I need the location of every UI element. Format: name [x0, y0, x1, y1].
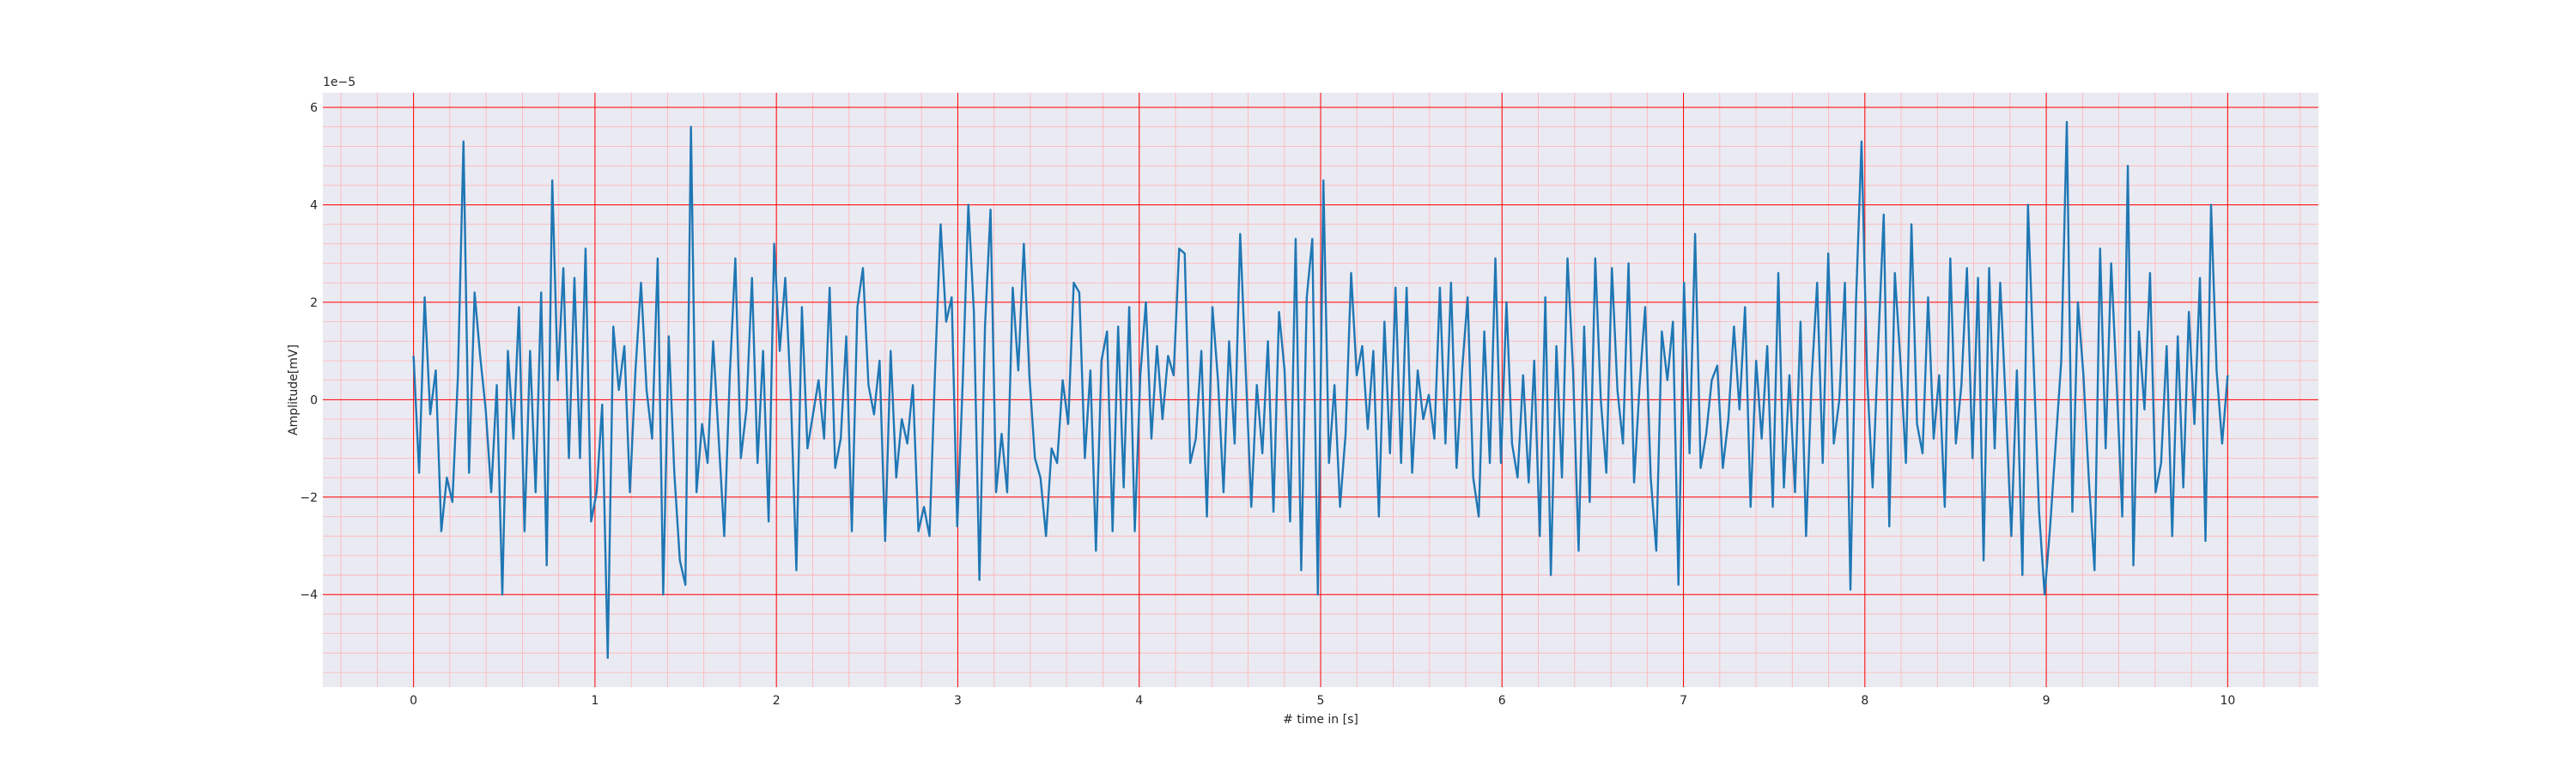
x-tick-label: 10 — [2220, 694, 2235, 708]
y-offset-text: 1e−5 — [323, 76, 355, 89]
x-tick-label: 1 — [591, 694, 598, 708]
x-tick-label: 5 — [1317, 694, 1325, 708]
x-tick-labels: 0 1 2 3 4 5 6 7 8 9 10 — [410, 694, 2235, 708]
x-axis-label: # time in [s] — [1283, 713, 1358, 727]
y-tick-label: 0 — [310, 393, 318, 407]
x-tick-label: 2 — [773, 694, 781, 708]
x-tick-label: 8 — [1861, 694, 1868, 708]
major-grid — [323, 93, 2318, 687]
x-tick-label: 9 — [2043, 694, 2050, 708]
y-axis-label: Amplitude[mV] — [287, 344, 301, 435]
y-tick-label: 2 — [310, 296, 318, 310]
x-tick-label: 7 — [1680, 694, 1687, 708]
x-tick-label: 0 — [410, 694, 417, 708]
x-tick-label: 3 — [954, 694, 962, 708]
y-tick-labels: −4 −2 0 2 4 6 — [300, 101, 318, 602]
x-tick-label: 6 — [1498, 694, 1506, 708]
x-tick-label: 4 — [1135, 694, 1143, 708]
series-line-0 — [412, 120, 2229, 660]
y-tick-label: 4 — [310, 198, 318, 212]
y-tick-label: −4 — [300, 588, 318, 602]
y-tick-label: 6 — [310, 101, 318, 115]
y-tick-label: −2 — [300, 491, 318, 505]
